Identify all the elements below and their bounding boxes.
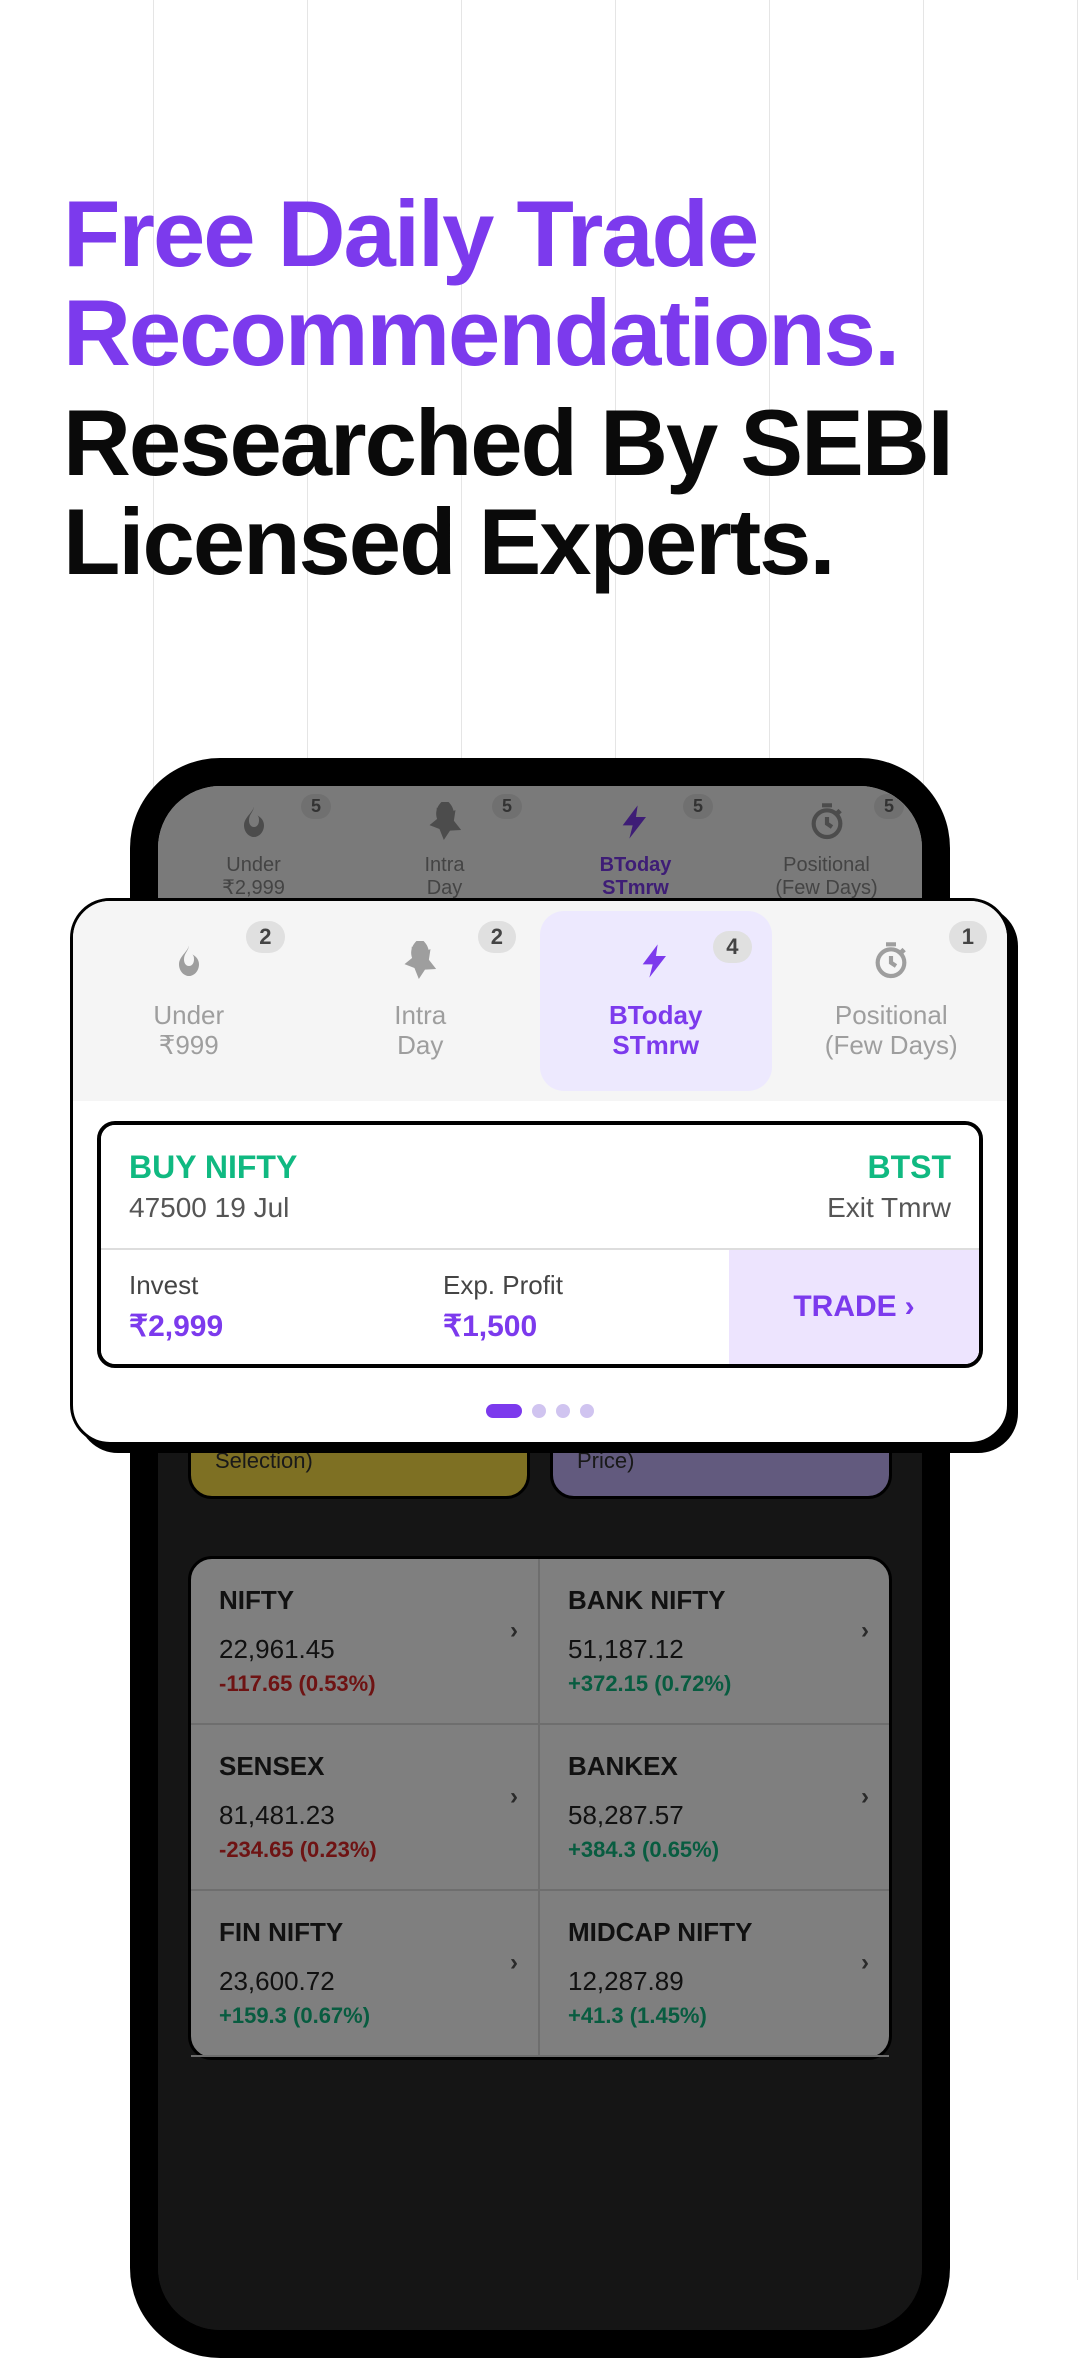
invest-label: Invest	[129, 1270, 387, 1301]
dot-1[interactable]	[486, 1404, 522, 1418]
overlay-tab-label: IntraDay	[394, 1001, 446, 1061]
overlay-tab-badge: 4	[713, 931, 751, 963]
overlay-tabs: 2 Under₹9992 IntraDay4 BTodaySTmrw1 Posi…	[73, 901, 1007, 1101]
dot-3[interactable]	[556, 1404, 570, 1418]
headline-block: Free Daily Trade Recommendations. Resear…	[63, 185, 1017, 592]
dot-4[interactable]	[580, 1404, 594, 1418]
overlay-tab-label: Positional(Few Days)	[825, 1001, 958, 1061]
overlay-tab-1[interactable]: 2 IntraDay	[305, 901, 537, 1101]
overlay-tab-badge: 2	[246, 921, 284, 953]
overlay-tab-icon	[871, 941, 911, 991]
headline-black: Researched By SEBI Licensed Experts.	[63, 394, 1017, 591]
profit-label: Exp. Profit	[443, 1270, 701, 1301]
overlay-tab-badge: 1	[949, 921, 987, 953]
invest-value: ₹2,999	[129, 1309, 387, 1344]
trade-card[interactable]: BUY NIFTY 47500 19 Jul BTST Exit Tmrw In…	[97, 1121, 983, 1368]
overlay-tab-icon	[400, 941, 440, 991]
trade-button-label: TRADE	[793, 1290, 896, 1324]
trade-button[interactable]: TRADE ›	[729, 1250, 979, 1364]
trade-footer: Invest ₹2,999 Exp. Profit ₹1,500 TRADE ›	[101, 1250, 979, 1364]
overlay-tab-icon	[169, 941, 209, 991]
pagination-dots	[73, 1388, 1007, 1442]
btst-label: BTST	[827, 1149, 951, 1186]
overlay-tab-icon	[636, 941, 676, 991]
overlay-tab-3[interactable]: 1 Positional(Few Days)	[776, 901, 1008, 1101]
overlay-tab-badge: 2	[478, 921, 516, 953]
exit-label: Exit Tmrw	[827, 1192, 951, 1224]
overlay-tab-label: BTodaySTmrw	[609, 1001, 702, 1061]
trade-header: BUY NIFTY 47500 19 Jul BTST Exit Tmrw	[101, 1125, 979, 1250]
overlay-tab-0[interactable]: 2 Under₹999	[73, 901, 305, 1101]
chevron-right-icon: ›	[905, 1290, 915, 1324]
overlay-tab-2[interactable]: 4 BTodaySTmrw	[540, 911, 772, 1091]
overlay-tab-label: Under₹999	[153, 1001, 224, 1061]
overlay-card: 2 Under₹9992 IntraDay4 BTodaySTmrw1 Posi…	[70, 898, 1010, 1445]
profit-value: ₹1,500	[443, 1309, 701, 1344]
dot-2[interactable]	[532, 1404, 546, 1418]
strike-date: 47500 19 Jul	[129, 1192, 297, 1224]
buy-label: BUY NIFTY	[129, 1149, 297, 1186]
headline-purple: Free Daily Trade Recommendations.	[63, 185, 1017, 382]
